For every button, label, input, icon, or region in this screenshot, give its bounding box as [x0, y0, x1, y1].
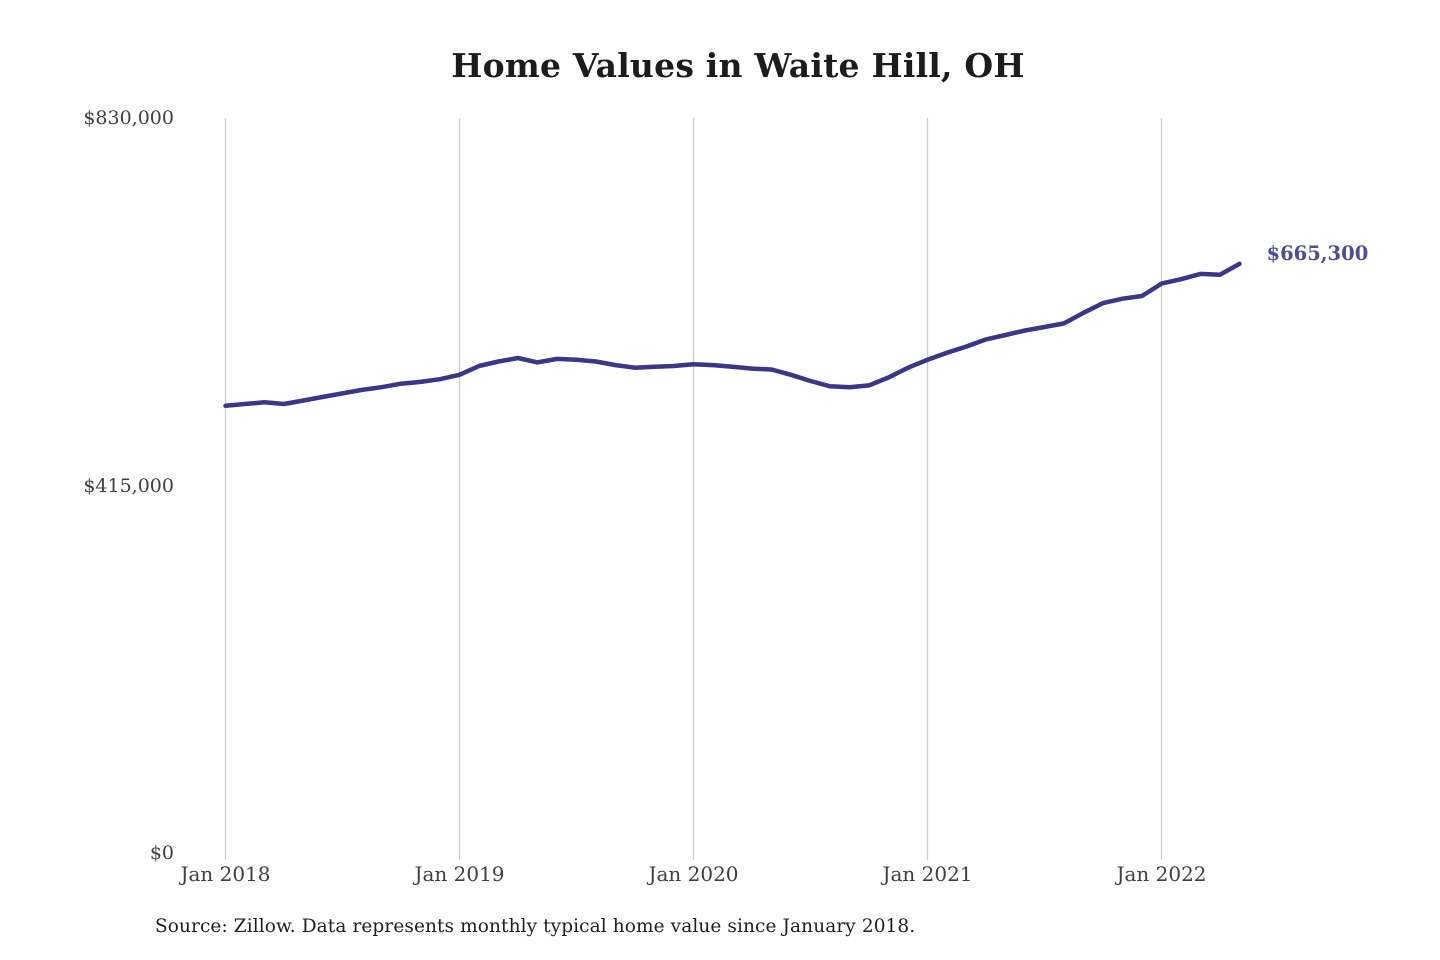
end-value-label: $665,300: [1266, 241, 1369, 265]
y-axis-tick-label: $830,000: [83, 107, 174, 129]
home-value-line-series: [223, 261, 1242, 409]
y-axis-tick-label: $415,000: [83, 474, 174, 497]
y-axis-tick-label: $0: [149, 842, 174, 864]
source-note: Source: Zillow. Data represents monthly …: [155, 916, 916, 937]
gridlines: [224, 118, 1163, 860]
x-axis-tick-label: Jan 2018: [180, 862, 271, 886]
x-axis-tick-label: Jan 2021: [882, 862, 973, 886]
x-axis-tick-label: Jan 2020: [648, 862, 739, 886]
x-axis-tick-label: Jan 2019: [414, 862, 505, 886]
chart-title: Home Values in Waite Hill, OH: [451, 46, 1025, 85]
x-axis-tick-label: Jan 2022: [1116, 862, 1207, 886]
